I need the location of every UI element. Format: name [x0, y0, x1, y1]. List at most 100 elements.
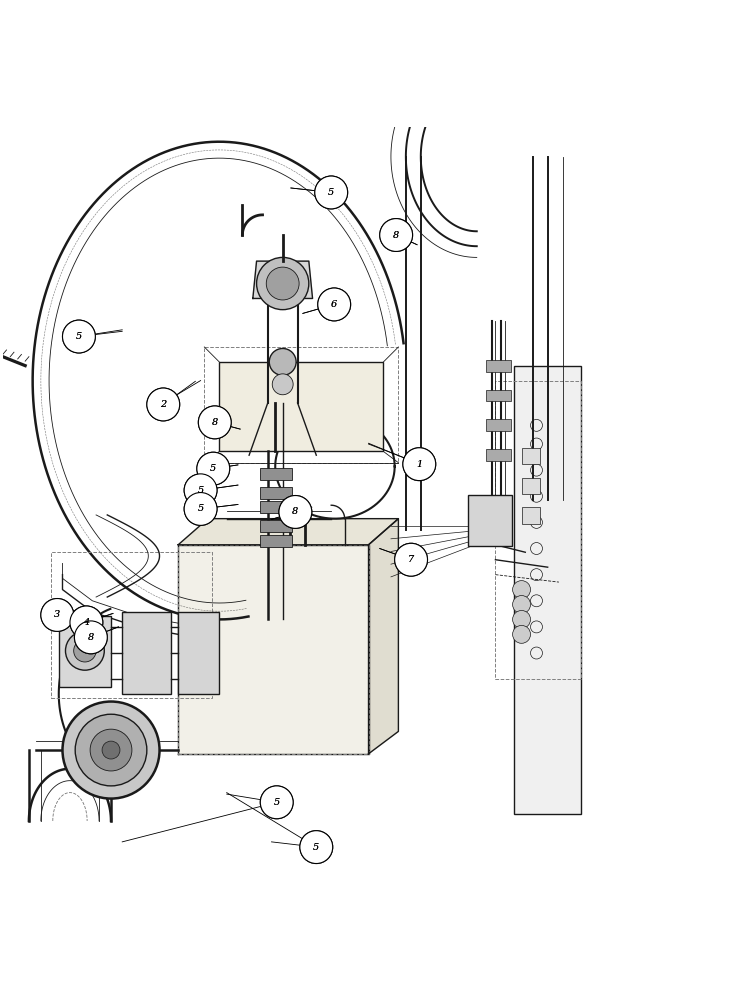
Text: 5: 5 [313, 843, 320, 852]
Circle shape [184, 493, 217, 525]
Text: 2: 2 [160, 400, 166, 409]
Circle shape [41, 599, 74, 631]
Circle shape [184, 474, 217, 507]
Circle shape [70, 606, 103, 639]
Circle shape [272, 374, 293, 395]
Circle shape [395, 543, 427, 576]
Text: 8: 8 [393, 231, 399, 240]
Bar [522, 507, 540, 524]
Text: 5: 5 [198, 504, 204, 513]
Circle shape [513, 610, 530, 628]
Circle shape [62, 320, 96, 353]
Polygon shape [178, 545, 368, 754]
Text: 5: 5 [210, 464, 217, 473]
Text: 5: 5 [328, 188, 335, 197]
Circle shape [513, 596, 530, 613]
Text: 5: 5 [198, 486, 204, 495]
Bar [522, 448, 540, 464]
Text: 4: 4 [83, 618, 89, 627]
Text: 7: 7 [408, 555, 414, 564]
Circle shape [395, 543, 427, 576]
Bar [260, 501, 292, 513]
Bar [486, 419, 511, 431]
Text: 5: 5 [274, 798, 280, 807]
Text: 5: 5 [210, 464, 217, 473]
Polygon shape [253, 261, 313, 298]
Circle shape [184, 474, 217, 507]
Circle shape [199, 406, 231, 439]
Circle shape [75, 714, 147, 786]
Circle shape [102, 741, 120, 759]
Text: 8: 8 [88, 633, 94, 642]
Text: 4: 4 [83, 618, 89, 627]
Circle shape [260, 786, 293, 819]
Circle shape [513, 581, 530, 599]
Circle shape [74, 640, 96, 662]
Bar [260, 487, 292, 499]
Circle shape [62, 320, 96, 353]
Circle shape [62, 702, 159, 799]
Circle shape [403, 448, 435, 481]
Bar [486, 360, 511, 372]
Text: 7: 7 [408, 555, 414, 564]
Circle shape [300, 831, 332, 864]
Bar [486, 390, 511, 401]
Circle shape [318, 288, 350, 321]
Bar [522, 478, 540, 494]
Circle shape [380, 219, 413, 251]
Circle shape [300, 831, 332, 864]
Circle shape [380, 219, 413, 251]
Circle shape [70, 606, 103, 639]
FancyBboxPatch shape [178, 612, 220, 694]
Circle shape [74, 621, 108, 654]
Circle shape [318, 288, 350, 321]
Text: 5: 5 [328, 188, 335, 197]
Text: 5: 5 [198, 486, 204, 495]
Text: 1: 1 [416, 460, 423, 469]
Circle shape [256, 257, 309, 310]
Text: 5: 5 [274, 798, 280, 807]
Bar [514, 366, 581, 814]
Circle shape [266, 267, 299, 300]
Circle shape [279, 496, 312, 528]
Text: 5: 5 [198, 504, 204, 513]
Circle shape [90, 729, 132, 771]
Text: 5: 5 [76, 332, 82, 341]
Text: 2: 2 [160, 400, 166, 409]
Bar [260, 468, 292, 480]
Circle shape [65, 631, 105, 670]
Text: 6: 6 [331, 300, 338, 309]
Text: 8: 8 [211, 418, 218, 427]
Text: 1: 1 [416, 460, 423, 469]
Circle shape [199, 406, 231, 439]
Circle shape [197, 452, 229, 485]
Polygon shape [178, 519, 399, 545]
Text: 8: 8 [211, 418, 218, 427]
Text: 3: 3 [54, 610, 60, 619]
Polygon shape [368, 519, 399, 754]
Circle shape [197, 452, 229, 485]
Circle shape [513, 625, 530, 643]
Text: 8: 8 [393, 231, 399, 240]
Circle shape [403, 448, 435, 481]
Circle shape [41, 599, 74, 631]
Circle shape [147, 388, 180, 421]
FancyBboxPatch shape [59, 616, 111, 687]
Text: 3: 3 [54, 610, 60, 619]
Bar [260, 535, 292, 547]
FancyBboxPatch shape [468, 495, 512, 546]
Text: 5: 5 [76, 332, 82, 341]
Circle shape [269, 348, 296, 375]
Bar [486, 449, 511, 461]
Text: 8: 8 [293, 507, 299, 516]
Text: 5: 5 [313, 843, 320, 852]
Circle shape [184, 493, 217, 525]
FancyBboxPatch shape [220, 362, 384, 451]
Circle shape [315, 176, 347, 209]
Circle shape [315, 176, 347, 209]
Circle shape [74, 621, 108, 654]
Text: 8: 8 [88, 633, 94, 642]
FancyBboxPatch shape [123, 612, 171, 694]
Text: 6: 6 [331, 300, 338, 309]
Bar [260, 520, 292, 532]
